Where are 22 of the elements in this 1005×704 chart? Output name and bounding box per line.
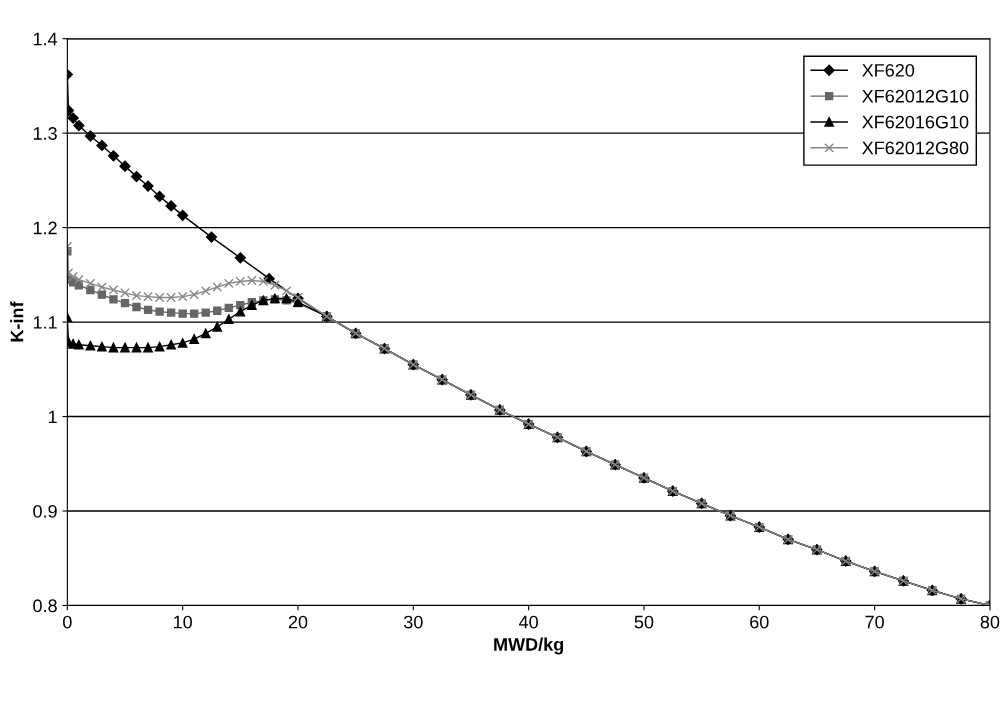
y-tick-label: 1: [48, 410, 57, 424]
x-axis-title: MWD/kg: [494, 637, 564, 655]
legend-label: XF620: [862, 63, 915, 77]
x-tick-label: 0: [63, 615, 72, 629]
y-tick-label: 1.2: [33, 221, 57, 235]
x-tick-label: 70: [865, 615, 884, 629]
y-axis-title: K-inf: [10, 301, 24, 342]
legend-label: XF62012G10: [862, 89, 969, 103]
legend-label: XF62016G10: [862, 115, 969, 129]
x-tick-label: 40: [519, 615, 538, 629]
x-tick-label: 10: [173, 615, 192, 629]
y-tick-label: 1.4: [33, 32, 58, 46]
y-tick-label: 1.3: [33, 127, 57, 140]
y-tick-label: 0.9: [33, 504, 57, 518]
y-tick-label: 0.8: [33, 599, 57, 613]
legend-label: XF62012G80: [862, 141, 969, 155]
x-tick-label: 60: [750, 615, 769, 629]
y-tick-label: 1.1: [33, 316, 57, 329]
x-tick-label: 20: [288, 615, 308, 629]
x-tick-label: 80: [980, 615, 1000, 629]
x-tick-label: 50: [634, 615, 654, 629]
x-tick-label: 30: [403, 615, 423, 629]
